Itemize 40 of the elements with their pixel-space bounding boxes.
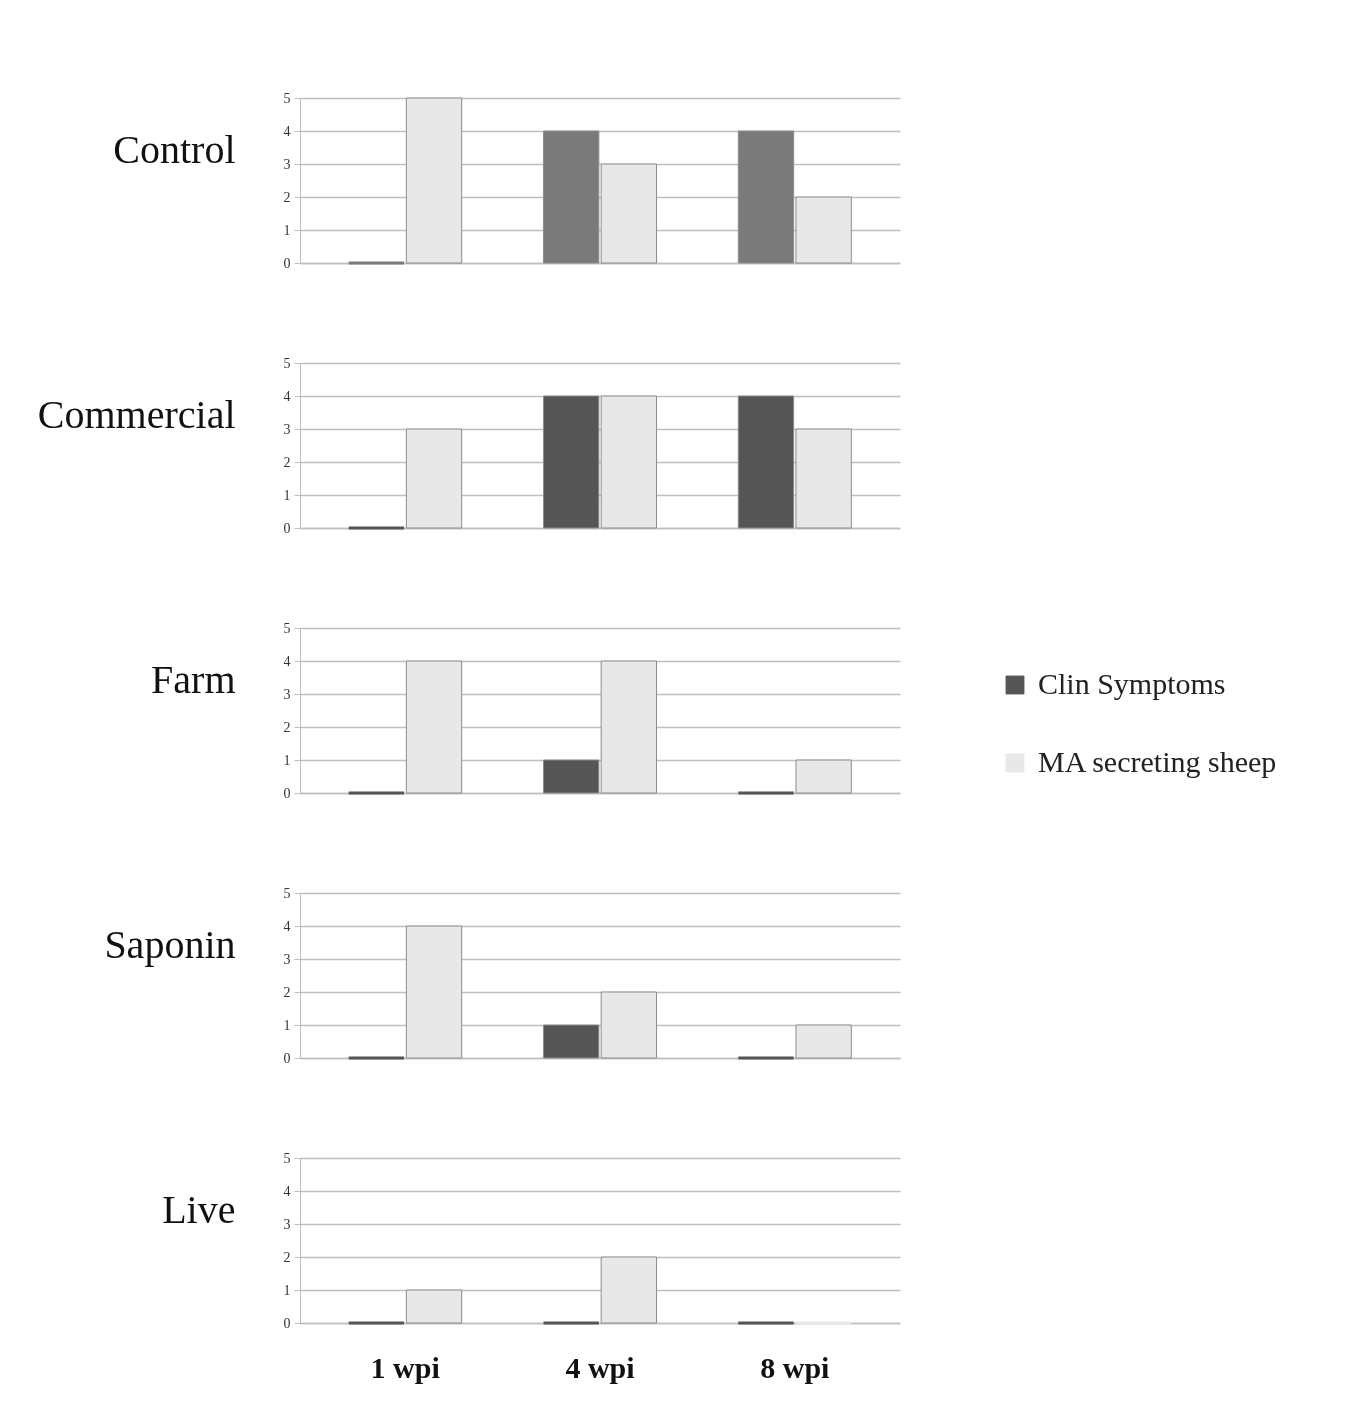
y-tick-label: 3 bbox=[283, 1216, 291, 1232]
y-tick-label: 2 bbox=[283, 1249, 291, 1265]
y-tick-label: 1 bbox=[283, 1017, 291, 1033]
y-tick-label: 4 bbox=[283, 123, 291, 139]
y-tick-label: 5 bbox=[283, 620, 291, 636]
y-tick-label: 0 bbox=[283, 255, 291, 271]
y-axis-title: Commercial bbox=[37, 392, 236, 438]
y-tick-label: 2 bbox=[283, 454, 291, 470]
y-tick-label: 0 bbox=[283, 1315, 291, 1331]
y-tick-label: 1 bbox=[283, 1282, 291, 1298]
y-tick-label: 3 bbox=[283, 156, 291, 172]
y-tick-label: 2 bbox=[283, 984, 291, 1000]
y-tick-label: 4 bbox=[283, 653, 291, 669]
y-axis-title: Saponin bbox=[104, 922, 236, 968]
x-tick-label: 4 wpi bbox=[565, 1350, 635, 1384]
y-axis-title: Farm bbox=[151, 657, 236, 703]
y-tick-label: 5 bbox=[283, 1150, 291, 1166]
y-tick-label: 5 bbox=[283, 885, 291, 901]
y-axis-title: Control bbox=[113, 127, 236, 173]
y-tick-label: 1 bbox=[283, 222, 291, 238]
y-tick-label: 3 bbox=[283, 951, 291, 967]
y-tick-label: 0 bbox=[283, 1050, 291, 1066]
x-tick-label: 8 wpi bbox=[760, 1350, 830, 1384]
legend-label: MA secreting sheep bbox=[1038, 745, 1277, 778]
y-tick-label: 0 bbox=[283, 785, 291, 801]
y-tick-label: 4 bbox=[283, 1183, 291, 1199]
y-tick-label: 2 bbox=[283, 719, 291, 735]
y-tick-label: 1 bbox=[283, 487, 291, 503]
y-tick-label: 0 bbox=[283, 520, 291, 536]
y-tick-label: 2 bbox=[283, 189, 291, 205]
y-axis-title: Live bbox=[162, 1187, 236, 1233]
y-tick-label: 5 bbox=[283, 90, 291, 106]
y-tick-label: 1 bbox=[283, 752, 291, 768]
y-tick-label: 3 bbox=[283, 686, 291, 702]
y-tick-label: 3 bbox=[283, 421, 291, 437]
y-tick-label: 4 bbox=[283, 918, 291, 934]
y-tick-label: 4 bbox=[283, 388, 291, 404]
x-tick-label: 1 wpi bbox=[370, 1350, 440, 1384]
y-tick-label: 5 bbox=[283, 355, 291, 371]
legend-label: Clin Symptoms bbox=[1038, 667, 1226, 700]
